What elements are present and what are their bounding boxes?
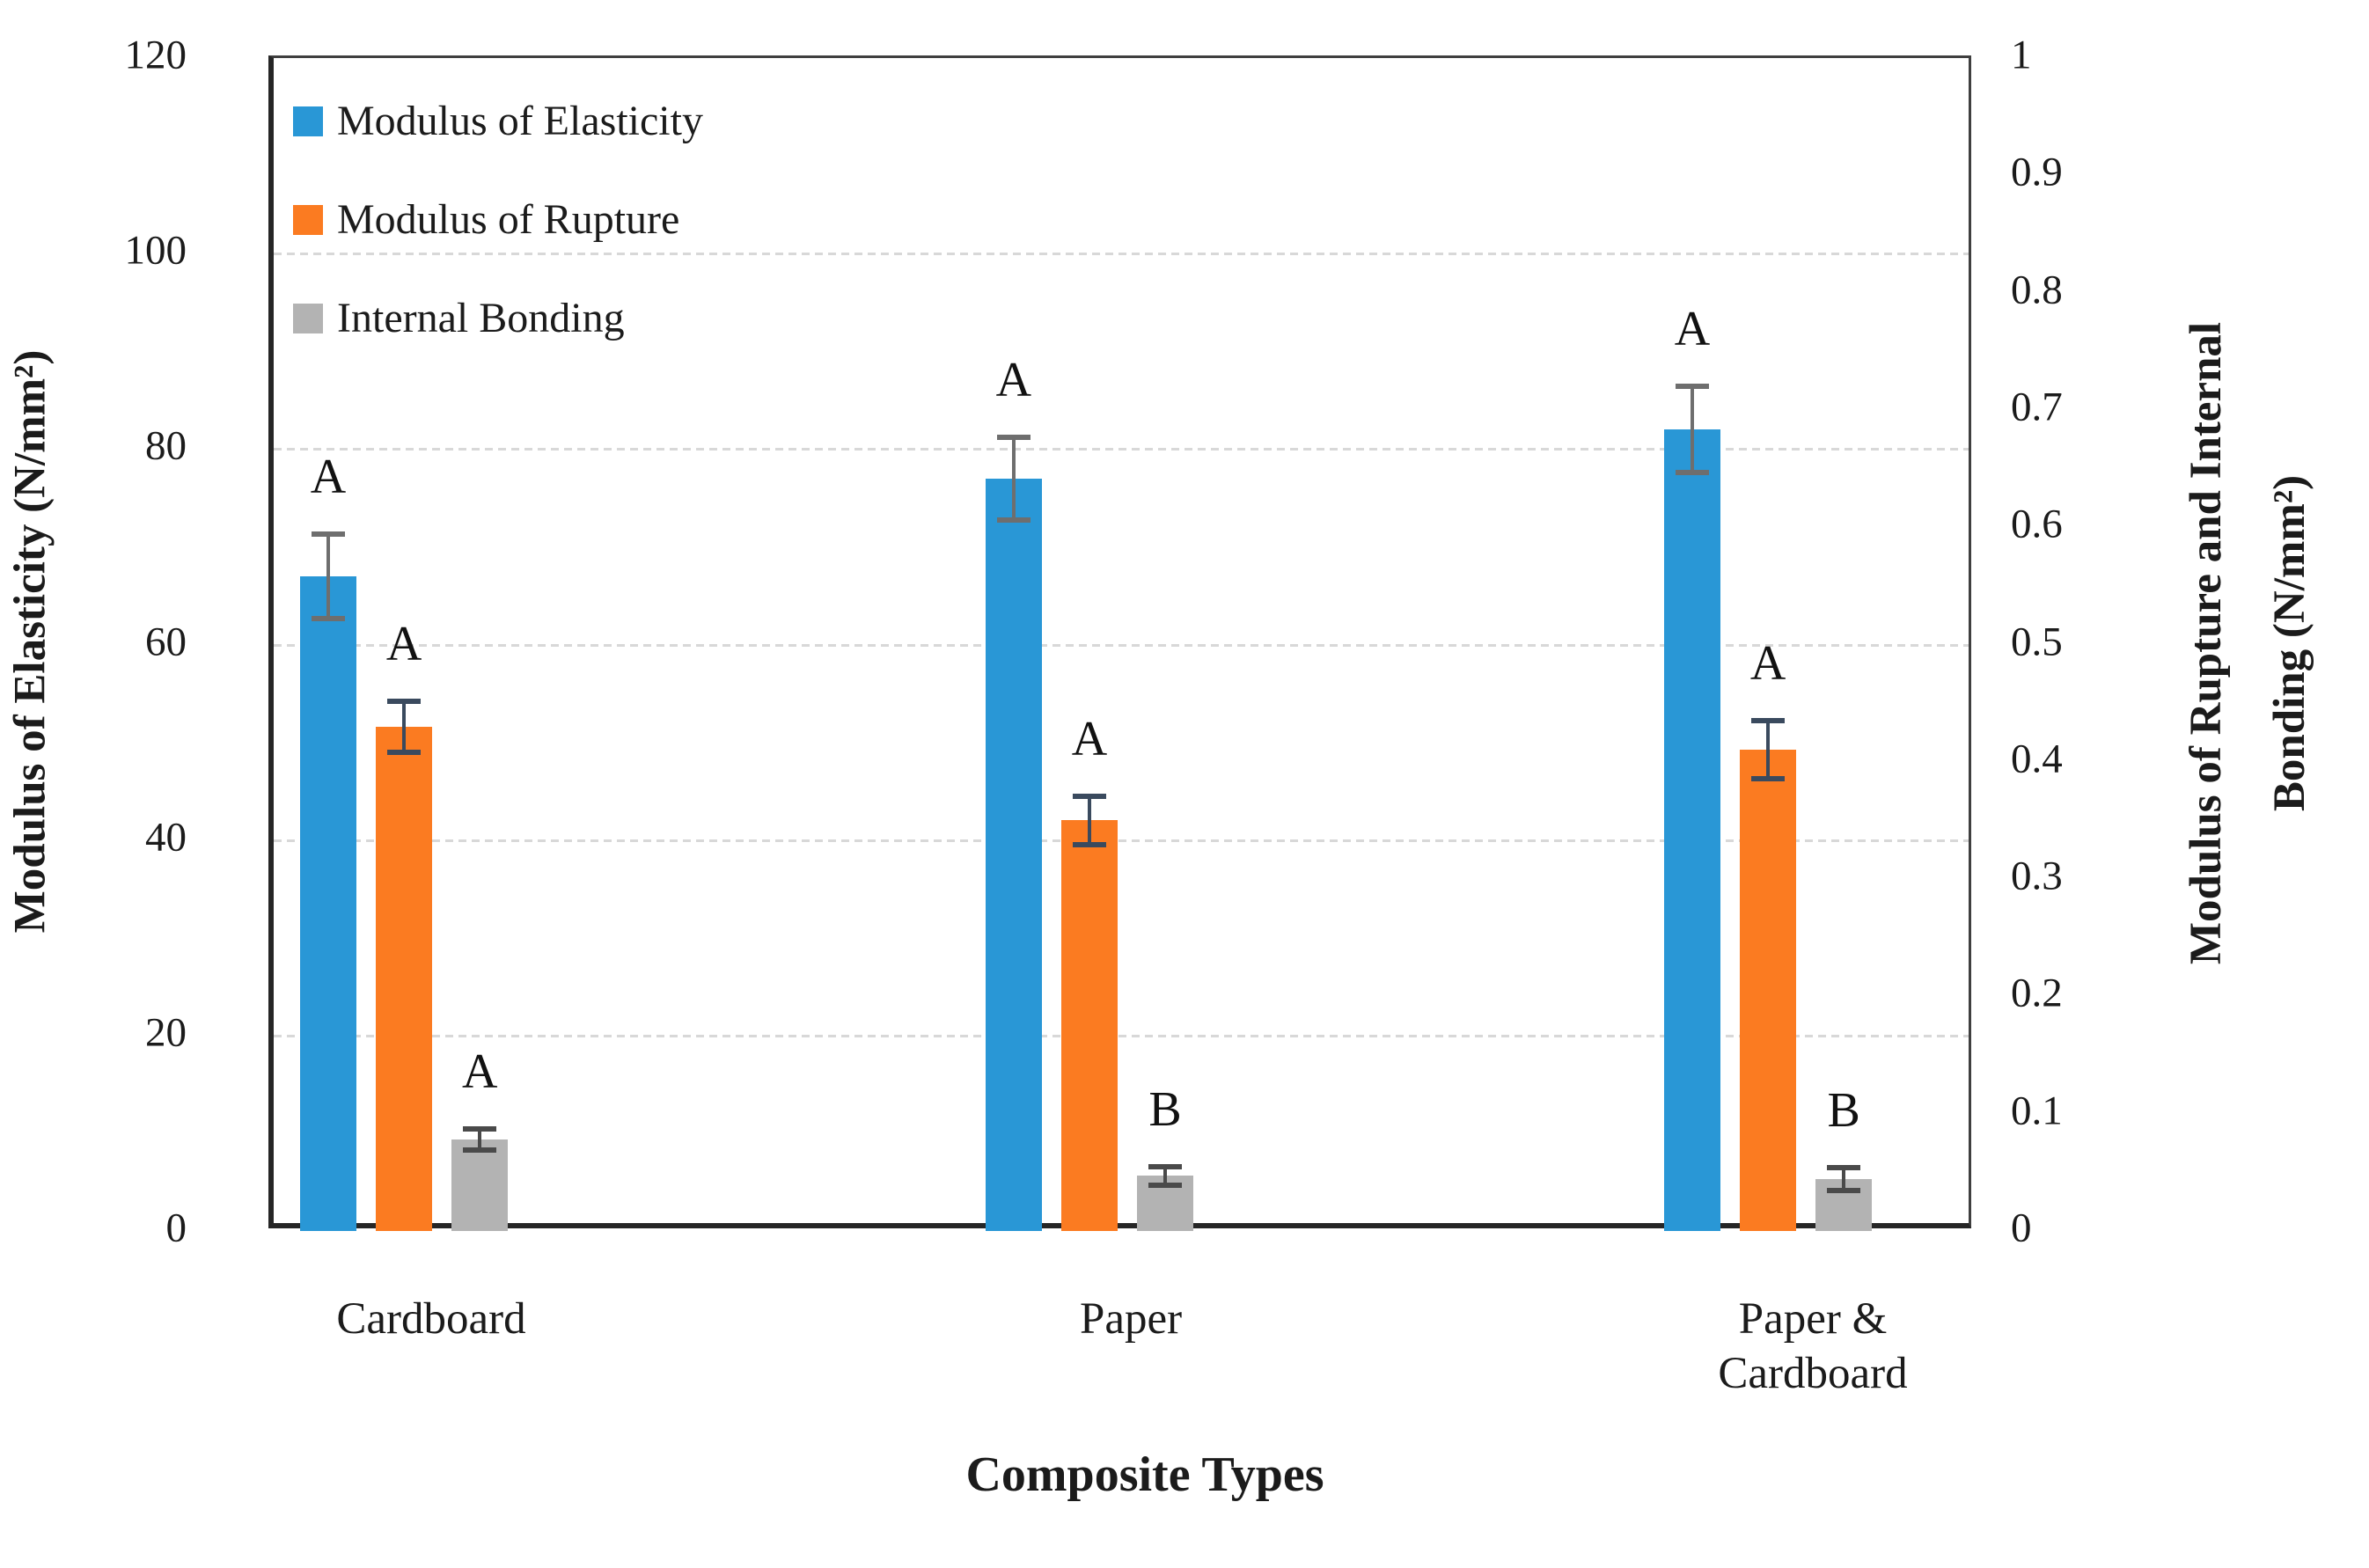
- legend-label-modulus-of-rupture: Modulus of Rupture: [337, 196, 680, 243]
- right-axis-title-line2: Bonding (N/mm²): [2265, 474, 2314, 812]
- gridline-100: [274, 253, 1969, 256]
- legend-swatch-modulus-of-rupture: [293, 205, 323, 235]
- error-bar-stem: [1087, 793, 1091, 848]
- gridline-40: [274, 839, 1969, 842]
- right-tick-0.9: 0.9: [2011, 149, 2063, 195]
- right-axis-tick-labels: 0 0.1 0.2 0.3 0.4 0.5 0.6 0.7 0.8 0.9 1: [2011, 34, 2143, 1249]
- left-tick-40: 40: [145, 814, 187, 861]
- bar-modulus-of-rupture-paper-cardboard: [1740, 750, 1797, 1231]
- error-bar-cap-bottom: [463, 1147, 497, 1153]
- right-tick-1: 1: [2011, 32, 2032, 78]
- significance-letter-modulus-of-rupture-paper-cardboard: A: [1749, 636, 1786, 692]
- bar-modulus-of-rupture-paper: [1060, 820, 1118, 1231]
- error-bar-cap-top: [463, 1126, 497, 1132]
- category-label-cardboard: Cardboard: [336, 1294, 526, 1344]
- error-bar-cap-bottom: [996, 517, 1030, 523]
- category-label-paper: Paper: [1080, 1294, 1183, 1344]
- left-tick-100: 100: [124, 227, 187, 274]
- error-bar-stem: [1011, 434, 1016, 523]
- error-bar-cap-top: [1827, 1165, 1861, 1171]
- right-axis-title: Modulus of Rupture and Internal Bonding …: [2165, 27, 2332, 1259]
- error-bar-cap-top: [387, 698, 422, 704]
- error-bar-stem: [478, 1126, 482, 1153]
- plot-area: A A A A A A A B B Modulus of Elasticity Modulus o…: [268, 55, 1971, 1231]
- left-tick-20: 20: [145, 1009, 187, 1056]
- error-bar-cap-bottom: [1675, 470, 1709, 476]
- error-bar-cap-bottom: [1072, 842, 1106, 848]
- error-bar-stem: [1842, 1165, 1846, 1194]
- error-bar-cap-bottom: [1827, 1188, 1861, 1194]
- legend-item-internal-bonding: Internal Bonding: [293, 296, 625, 341]
- right-axis-title-line1: Modulus of Rupture and Internal: [2182, 321, 2231, 965]
- significance-letter-modulus-of-elasticity-paper-cardboard: A: [1674, 301, 1711, 356]
- bar-modulus-of-rupture-cardboard: [376, 726, 433, 1231]
- error-bar-modulus-of-rupture-cardboard: [387, 698, 422, 755]
- right-tick-0: 0: [2011, 1205, 2032, 1251]
- left-tick-120: 120: [124, 32, 187, 78]
- right-tick-0.5: 0.5: [2011, 619, 2063, 664]
- right-tick-0.6: 0.6: [2011, 501, 2063, 547]
- error-bar-cap-bottom: [312, 615, 346, 621]
- legend-swatch-modulus-of-elasticity: [293, 106, 323, 136]
- legend-item-modulus-of-rupture: Modulus of Rupture: [293, 197, 679, 243]
- significance-letter-modulus-of-elasticity-cardboard: A: [310, 449, 347, 504]
- right-tick-0.8: 0.8: [2011, 267, 2063, 313]
- right-tick-0.3: 0.3: [2011, 853, 2063, 899]
- legend-label-internal-bonding: Internal Bonding: [337, 295, 625, 341]
- right-tick-0.4: 0.4: [2011, 736, 2063, 782]
- legend-item-modulus-of-elasticity: Modulus of Elasticity: [293, 99, 703, 144]
- x-axis-title: Composite Types: [965, 1447, 1324, 1502]
- error-bar-cap-top: [1675, 383, 1709, 389]
- left-tick-80: 80: [145, 422, 187, 469]
- significance-letter-internal-bonding-paper: B: [1148, 1082, 1182, 1138]
- error-bar-cap-top: [312, 531, 346, 537]
- error-bar-stem: [326, 531, 331, 621]
- category-label-paper-cardboard: Paper & Cardboard: [1718, 1294, 1908, 1398]
- error-bar-modulus-of-rupture-paper: [1072, 793, 1106, 848]
- error-bar-modulus-of-rupture-paper-cardboard: [1751, 718, 1786, 782]
- bar-internal-bonding-cardboard: [451, 1139, 509, 1231]
- error-bar-internal-bonding-cardboard: [463, 1126, 497, 1153]
- significance-letter-modulus-of-rupture-paper: A: [1071, 711, 1108, 766]
- gridline-60: [274, 643, 1969, 647]
- error-bar-cap-top: [1148, 1164, 1183, 1170]
- significance-letter-internal-bonding-paper-cardboard: B: [1827, 1083, 1860, 1139]
- error-bar-cap-bottom: [1148, 1182, 1183, 1188]
- left-tick-60: 60: [145, 619, 187, 664]
- error-bar-stem: [1766, 718, 1771, 782]
- left-axis-tick-labels: 0 20 40 60 80 100 120: [53, 34, 187, 1249]
- gridline-80: [274, 448, 1969, 451]
- error-bar-stem: [402, 698, 407, 755]
- right-tick-0.7: 0.7: [2011, 384, 2063, 430]
- error-bar-modulus-of-elasticity-paper-cardboard: [1675, 383, 1709, 476]
- gridline-20: [274, 1034, 1969, 1037]
- right-tick-0.2: 0.2: [2011, 970, 2063, 1016]
- significance-letter-modulus-of-elasticity-paper: A: [995, 352, 1032, 407]
- error-bar-cap-bottom: [387, 749, 422, 755]
- left-tick-0: 0: [165, 1205, 187, 1251]
- error-bar-stem: [1690, 383, 1694, 476]
- error-bar-modulus-of-elasticity-paper: [996, 434, 1030, 523]
- error-bar-cap-bottom: [1751, 776, 1786, 782]
- legend-label-modulus-of-elasticity: Modulus of Elasticity: [337, 98, 703, 144]
- error-bar-modulus-of-elasticity-cardboard: [312, 531, 346, 621]
- error-bar-stem: [1163, 1164, 1168, 1188]
- bar-modulus-of-elasticity-paper-cardboard: [1663, 429, 1720, 1231]
- right-tick-0.1: 0.1: [2011, 1088, 2063, 1134]
- significance-letter-internal-bonding-cardboard: A: [461, 1044, 498, 1100]
- error-bar-cap-top: [1072, 793, 1106, 799]
- bar-modulus-of-elasticity-paper: [985, 478, 1042, 1231]
- significance-letter-modulus-of-rupture-cardboard: A: [385, 616, 422, 671]
- bar-modulus-of-elasticity-cardboard: [299, 575, 357, 1231]
- error-bar-cap-top: [1751, 718, 1786, 724]
- error-bar-internal-bonding-paper: [1148, 1164, 1183, 1188]
- legend-swatch-internal-bonding: [293, 304, 323, 333]
- error-bar-cap-top: [996, 434, 1030, 440]
- error-bar-internal-bonding-paper-cardboard: [1827, 1165, 1861, 1194]
